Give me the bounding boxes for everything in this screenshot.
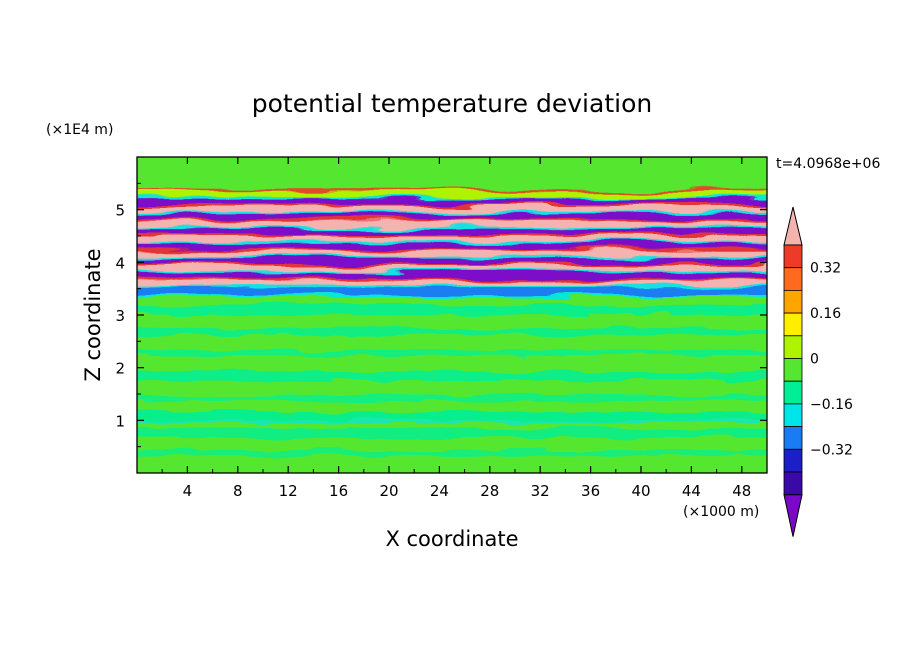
x-tick-label: 40 xyxy=(631,482,650,500)
y-tick-label: 2 xyxy=(115,360,125,378)
x-tick-label: 4 xyxy=(183,482,193,500)
colorbar-swatch xyxy=(783,312,803,337)
plot-area xyxy=(137,157,767,473)
colorbar-swatch xyxy=(783,448,803,473)
x-tick-label: 24 xyxy=(430,482,449,500)
x-tick-label: 32 xyxy=(531,482,550,500)
band xyxy=(137,265,767,274)
x-tick-label: 16 xyxy=(329,482,348,500)
band xyxy=(137,280,767,289)
x-tick-label: 12 xyxy=(279,482,298,500)
colorbar-swatch xyxy=(783,403,803,427)
x-unit-label: (×1000 m) xyxy=(683,504,759,520)
band xyxy=(137,213,767,223)
colorbar-label: 0.32 xyxy=(810,261,841,277)
x-tick-label: 44 xyxy=(682,482,701,500)
y-tick-label: 4 xyxy=(115,254,125,272)
band xyxy=(137,258,767,267)
x-axis-label: X coordinate xyxy=(385,527,518,551)
colorbar-swatch xyxy=(783,244,803,269)
band xyxy=(137,287,767,296)
y-tick-label: 3 xyxy=(115,307,125,325)
band xyxy=(137,221,767,230)
colorbar-label: 0 xyxy=(810,352,819,368)
x-axis: 4 8 12 16 20 24 28 32 36 40 44 48 xyxy=(161,157,751,500)
band xyxy=(137,236,767,245)
colorbar-swatch xyxy=(783,358,803,382)
colorbar-swatch xyxy=(783,471,803,496)
colorbar-swatch xyxy=(783,426,803,450)
y-axis-label: Z coordinate xyxy=(81,248,105,381)
colorbar-label: −0.32 xyxy=(810,442,853,458)
colorbar-label: 0.16 xyxy=(810,306,841,322)
x-tick-label: 48 xyxy=(732,482,751,500)
colorbar-swatch xyxy=(783,289,803,314)
x-tick-label: 28 xyxy=(480,482,499,500)
colorbar-label: −0.16 xyxy=(810,397,853,413)
x-tick-label: 8 xyxy=(233,482,243,500)
band xyxy=(137,190,767,200)
band xyxy=(137,228,767,238)
time-label: t=4.0968e+06 xyxy=(776,156,880,172)
band xyxy=(137,250,767,260)
colorbar-bottom-arrow xyxy=(783,494,803,537)
chart-title: potential temperature deviation xyxy=(252,89,652,118)
band xyxy=(137,206,767,215)
colorbar-top-arrow xyxy=(783,206,803,246)
colorbar-swatch xyxy=(783,380,803,405)
upper-field-bands xyxy=(137,188,767,298)
y-tick-label: 5 xyxy=(115,202,125,220)
colorbar-swatch xyxy=(783,267,803,291)
lower-field-texture xyxy=(137,305,767,456)
band xyxy=(137,199,767,208)
x-tick-label: 36 xyxy=(581,482,600,500)
band xyxy=(137,272,767,282)
x-tick-label: 20 xyxy=(379,482,398,500)
y-tick-label: 1 xyxy=(115,412,125,430)
band xyxy=(137,243,767,252)
colorbar: 0.32 0.16 0 −0.16 −0.32 xyxy=(783,206,853,537)
y-unit-label: (×1E4 m) xyxy=(46,122,113,138)
y-axis: 1 2 3 4 5 xyxy=(115,182,767,448)
colorbar-swatch xyxy=(783,335,803,359)
